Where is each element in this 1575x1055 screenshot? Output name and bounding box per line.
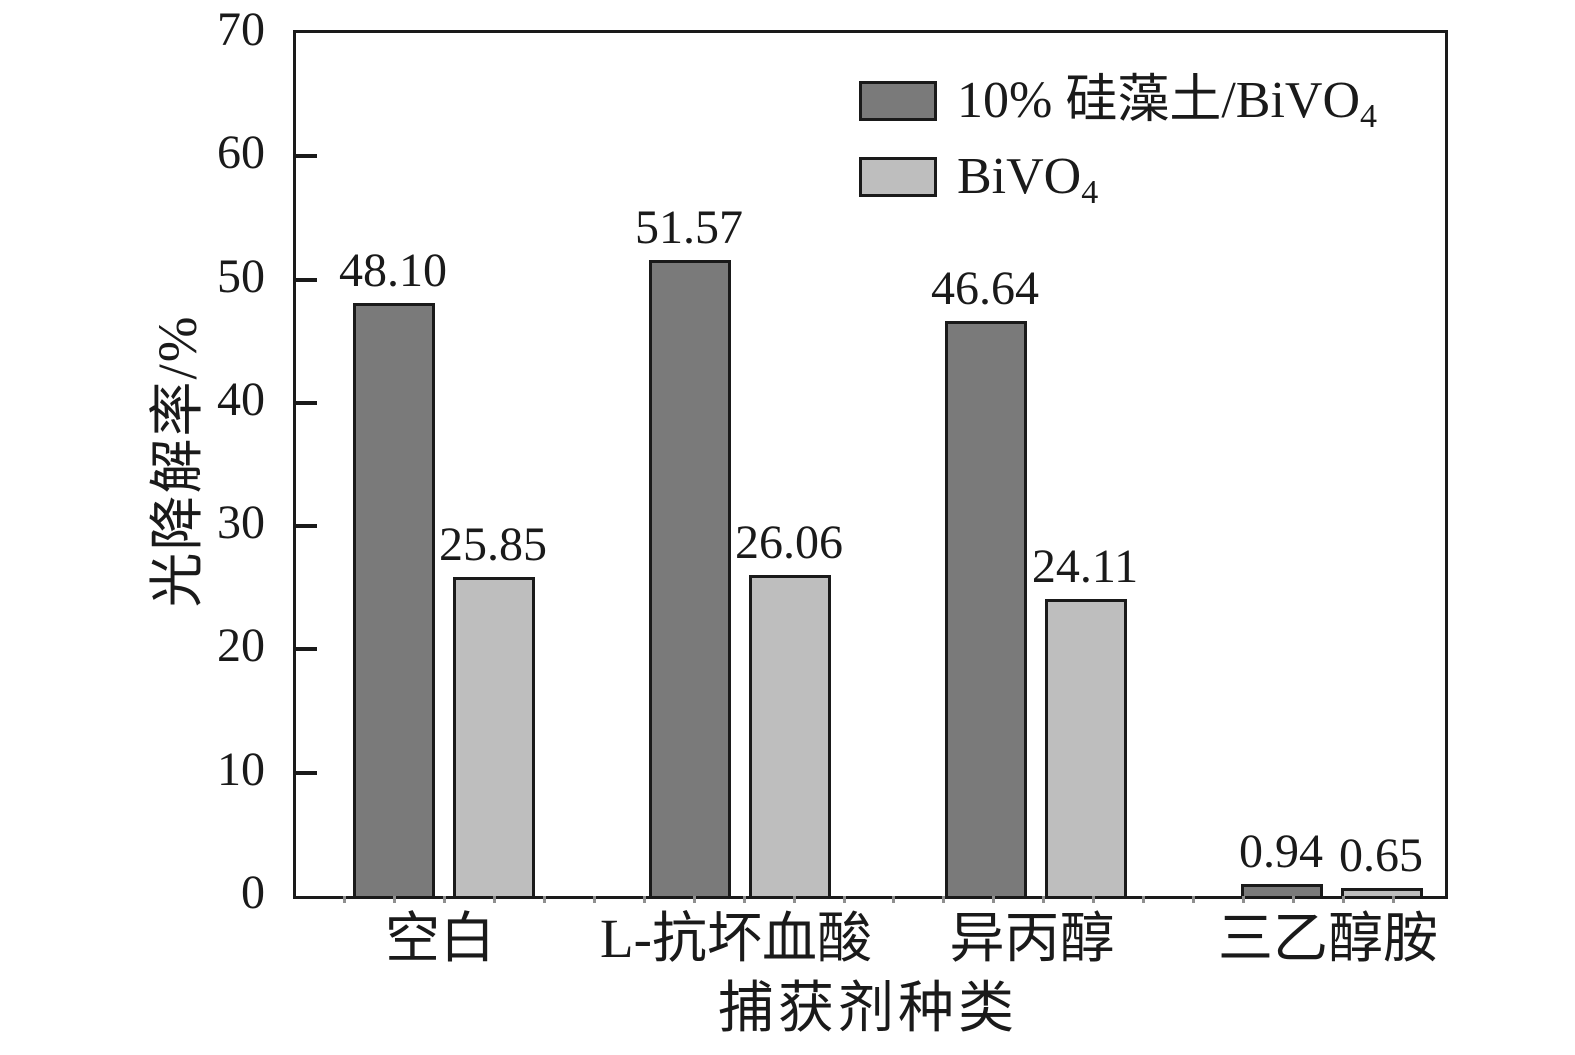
bar-bivo4-1 [749, 575, 831, 896]
bar-bivo4-3 [1341, 888, 1423, 896]
bar-bivo4-2 [1045, 599, 1127, 896]
x-axis-minor-tick [393, 896, 396, 903]
x-axis-minor-tick [1292, 896, 1295, 903]
x-axis-minor-tick [693, 896, 696, 903]
y-axis-tick-label: 60 [217, 126, 265, 180]
legend-item-bivo4: BiVO4 [859, 139, 1377, 215]
y-axis-tick-label: 20 [217, 619, 265, 673]
plot-area: 48.10 51.57 46.64 0.94 25.85 26.06 24.11 0.65 1… [293, 30, 1448, 899]
bar-value-label: 25.85 [439, 518, 547, 571]
bar-diatomite-bivo4-3 [1241, 884, 1323, 896]
x-axis-minor-tick [843, 896, 846, 903]
y-axis-title: 光降解率/% [147, 314, 208, 608]
bar-diatomite-bivo4-2 [945, 321, 1027, 896]
y-axis-tick-label: 40 [217, 372, 265, 426]
y-axis-tick [296, 524, 317, 529]
x-axis-minor-tick [992, 896, 995, 903]
x-axis-minor-tick [1142, 896, 1145, 903]
y-axis-tick [296, 647, 317, 652]
y-axis-tick [296, 400, 317, 405]
x-axis-minor-tick [1342, 896, 1345, 903]
x-axis-minor-tick [443, 896, 446, 903]
bar-value-label: 26.06 [735, 516, 843, 569]
x-axis-minor-tick [892, 896, 895, 903]
x-category-label-2: 异丙醇 [949, 908, 1115, 969]
bar-value-label: 24.11 [1031, 540, 1139, 593]
bar-diatomite-bivo4-0 [353, 303, 435, 896]
x-axis-minor-tick [743, 896, 746, 903]
y-axis-tick [296, 770, 317, 775]
legend-swatch-light [859, 157, 937, 197]
bar-bivo4-0 [453, 577, 535, 896]
y-axis-tick [296, 277, 317, 282]
x-axis-title: 捕获剂种类 [718, 978, 1018, 1040]
x-axis-minor-tick [643, 896, 646, 903]
x-category-label-0: 空白 [384, 908, 495, 969]
x-axis-minor-tick [1092, 896, 1095, 903]
x-category-label-3: 三乙醇胺 [1217, 908, 1438, 969]
legend-item-diatomite-bivo4: 10% 硅藻土/BiVO4 [859, 63, 1377, 139]
x-axis-minor-tick [1242, 896, 1245, 903]
x-category-label-1: L-抗坏血酸 [600, 908, 872, 969]
bar-value-label: 51.57 [635, 201, 743, 254]
y-axis-tick-label: 50 [217, 249, 265, 303]
legend-swatch-dark [859, 81, 937, 121]
x-axis-minor-tick [493, 896, 496, 903]
y-axis-tick-label: 10 [217, 742, 265, 796]
bar-diatomite-bivo4-1 [649, 260, 731, 896]
legend-label: BiVO4 [957, 148, 1098, 210]
legend-label: 10% 硅藻土/BiVO4 [957, 72, 1377, 134]
legend-label-text: BiVO [957, 148, 1082, 205]
x-axis-minor-tick [543, 896, 546, 903]
legend-label-text: 10% 硅藻土/BiVO [957, 72, 1361, 129]
x-axis-minor-tick [1192, 896, 1195, 903]
y-axis-tick [296, 154, 317, 159]
x-axis-minor-tick [593, 896, 596, 903]
x-axis-minor-tick [343, 896, 346, 903]
bar-value-label: 46.64 [931, 262, 1039, 315]
y-axis-tick-label: 30 [217, 496, 265, 550]
legend-label-subscript: 4 [1081, 174, 1099, 211]
x-axis-minor-tick [942, 896, 945, 903]
bar-value-label: 0.94 [1239, 825, 1323, 878]
bar-value-label: 0.65 [1339, 829, 1423, 882]
y-axis-tick-label: 0 [241, 866, 265, 919]
bar-value-label: 48.10 [339, 244, 447, 297]
y-axis-tick-label: 70 [217, 3, 265, 56]
legend-label-subscript: 4 [1360, 98, 1378, 135]
x-axis-minor-tick [1042, 896, 1045, 903]
x-axis-minor-tick [793, 896, 796, 903]
legend: 10% 硅藻土/BiVO4 BiVO4 [859, 63, 1377, 215]
x-axis-minor-tick [1392, 896, 1395, 903]
